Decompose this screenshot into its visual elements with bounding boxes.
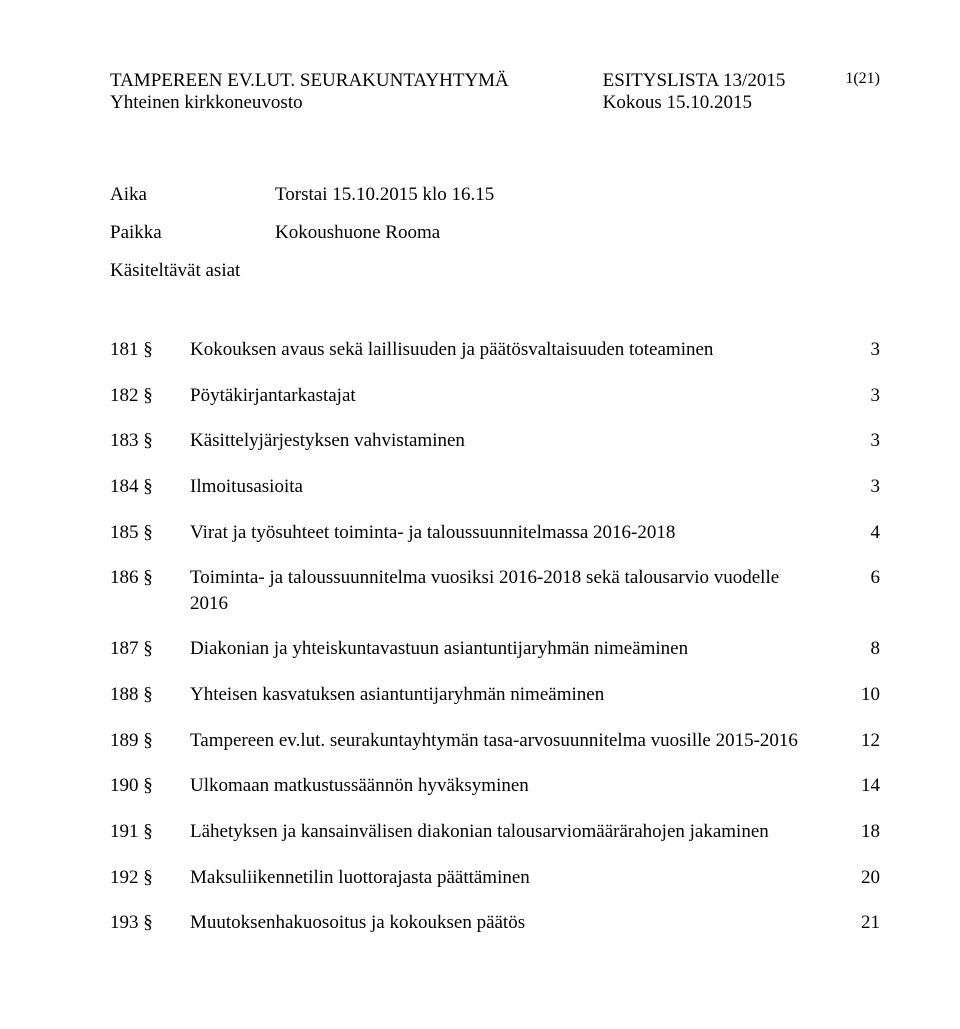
header-left: TAMPEREEN EV.LUT. SEURAKUNTAYHTYMÄ Yhtei… xyxy=(110,70,603,114)
toc-title: Lähetyksen ja kansainvälisen diakonian t… xyxy=(190,819,840,845)
toc-page: 3 xyxy=(840,337,880,363)
place-value: Kokoushuone Rooma xyxy=(275,222,440,244)
page-number: 1(21) xyxy=(845,70,880,114)
toc-row: 192 § Maksuliikennetilin luottorajasta p… xyxy=(110,865,880,891)
meta-place-row: Paikka Kokoushuone Rooma xyxy=(110,222,880,244)
toc-page: 14 xyxy=(840,773,880,799)
toc-title: Diakonian ja yhteiskuntavastuun asiantun… xyxy=(190,636,840,662)
toc-title: Käsittelyjärjestyksen vahvistaminen xyxy=(190,428,840,454)
toc-section: 183 § xyxy=(110,428,190,454)
toc-row: 183 § Käsittelyjärjestyksen vahvistamine… xyxy=(110,428,880,454)
toc-section: 189 § xyxy=(110,728,190,754)
toc-row: 184 § Ilmoitusasioita 3 xyxy=(110,474,880,500)
meeting-date: Kokous 15.10.2015 xyxy=(603,92,786,114)
toc-title: Kokouksen avaus sekä laillisuuden ja pää… xyxy=(190,337,840,363)
toc-title: Ilmoitusasioita xyxy=(190,474,840,500)
toc: 181 § Kokouksen avaus sekä laillisuuden … xyxy=(110,337,880,936)
time-label: Aika xyxy=(110,184,275,206)
toc-section: 190 § xyxy=(110,773,190,799)
toc-section: 182 § xyxy=(110,383,190,409)
toc-row: 187 § Diakonian ja yhteiskuntavastuun as… xyxy=(110,636,880,662)
toc-section: 186 § xyxy=(110,565,190,591)
toc-row: 181 § Kokouksen avaus sekä laillisuuden … xyxy=(110,337,880,363)
toc-section: 188 § xyxy=(110,682,190,708)
subject-heading: Käsiteltävät asiat xyxy=(110,260,880,282)
place-label: Paikka xyxy=(110,222,275,244)
toc-section: 184 § xyxy=(110,474,190,500)
toc-page: 18 xyxy=(840,819,880,845)
org-unit: Yhteinen kirkkoneuvosto xyxy=(110,92,603,114)
toc-row: 190 § Ulkomaan matkustussäännön hyväksym… xyxy=(110,773,880,799)
toc-section: 181 § xyxy=(110,337,190,363)
toc-page: 10 xyxy=(840,682,880,708)
toc-section: 187 § xyxy=(110,636,190,662)
toc-row: 188 § Yhteisen kasvatuksen asiantuntijar… xyxy=(110,682,880,708)
toc-row: 189 § Tampereen ev.lut. seurakuntayhtymä… xyxy=(110,728,880,754)
toc-page: 12 xyxy=(840,728,880,754)
document-page: TAMPEREEN EV.LUT. SEURAKUNTAYHTYMÄ Yhtei… xyxy=(0,0,960,996)
toc-title: Pöytäkirjantarkastajat xyxy=(190,383,840,409)
toc-title: Toiminta- ja taloussuunnitelma vuosiksi … xyxy=(190,565,840,616)
org-name: TAMPEREEN EV.LUT. SEURAKUNTAYHTYMÄ xyxy=(110,70,603,92)
toc-section: 193 § xyxy=(110,910,190,936)
toc-page: 3 xyxy=(840,428,880,454)
toc-page: 3 xyxy=(840,383,880,409)
toc-section: 192 § xyxy=(110,865,190,891)
toc-page: 6 xyxy=(840,565,880,591)
toc-row: 185 § Virat ja työsuhteet toiminta- ja t… xyxy=(110,520,880,546)
toc-page: 20 xyxy=(840,865,880,891)
document-header: TAMPEREEN EV.LUT. SEURAKUNTAYHTYMÄ Yhtei… xyxy=(110,70,880,114)
toc-title: Muutoksenhakuosoitus ja kokouksen päätös xyxy=(190,910,840,936)
toc-title: Ulkomaan matkustussäännön hyväksyminen xyxy=(190,773,840,799)
toc-row: 186 § Toiminta- ja taloussuunnitelma vuo… xyxy=(110,565,880,616)
toc-row: 191 § Lähetyksen ja kansainvälisen diako… xyxy=(110,819,880,845)
toc-section: 185 § xyxy=(110,520,190,546)
toc-page: 4 xyxy=(840,520,880,546)
toc-title: Maksuliikennetilin luottorajasta päättäm… xyxy=(190,865,840,891)
header-doc-info: ESITYSLISTA 13/2015 Kokous 15.10.2015 xyxy=(603,70,786,114)
toc-page: 21 xyxy=(840,910,880,936)
toc-title: Virat ja työsuhteet toiminta- ja talouss… xyxy=(190,520,840,546)
time-value: Torstai 15.10.2015 klo 16.15 xyxy=(275,184,494,206)
toc-title: Yhteisen kasvatuksen asiantuntijaryhmän … xyxy=(190,682,840,708)
toc-section: 191 § xyxy=(110,819,190,845)
toc-page: 8 xyxy=(840,636,880,662)
toc-row: 193 § Muutoksenhakuosoitus ja kokouksen … xyxy=(110,910,880,936)
meta-time-row: Aika Torstai 15.10.2015 klo 16.15 xyxy=(110,184,880,206)
header-right: ESITYSLISTA 13/2015 Kokous 15.10.2015 1(… xyxy=(603,70,880,114)
toc-page: 3 xyxy=(840,474,880,500)
doc-type: ESITYSLISTA 13/2015 xyxy=(603,70,786,92)
toc-row: 182 § Pöytäkirjantarkastajat 3 xyxy=(110,383,880,409)
toc-title: Tampereen ev.lut. seurakuntayhtymän tasa… xyxy=(190,728,840,754)
